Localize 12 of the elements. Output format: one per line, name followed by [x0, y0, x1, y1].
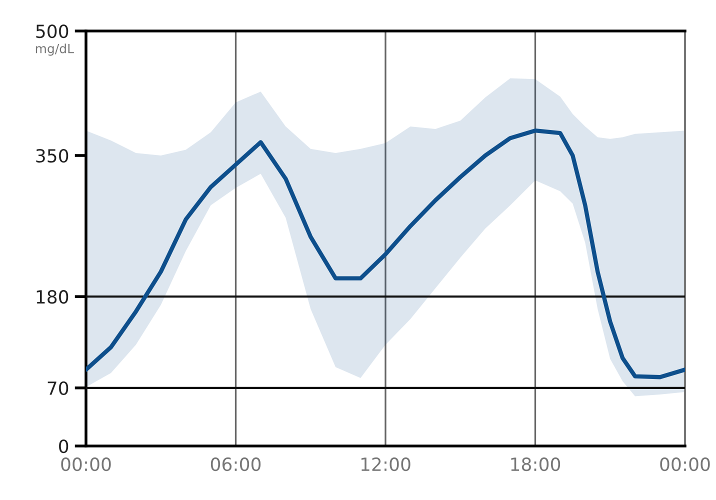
y-tick-label: 350 — [36, 148, 68, 163]
y-tick-label: 180 — [36, 290, 68, 304]
x-tick-label: 06:00 — [210, 457, 261, 472]
line-series — [86, 128, 685, 380]
y-tick-label: 0 — [59, 439, 68, 454]
y-axis-title: mg/dL — [36, 44, 74, 56]
x-tick-label: 12:00 — [361, 457, 410, 472]
y-tick-label: 70 — [48, 381, 68, 396]
x-tick-label: 18:00 — [511, 457, 560, 472]
x-tick-label: 00:00 — [660, 457, 710, 472]
x-tick-label: 00:00 — [61, 457, 111, 472]
y-tick-label: 500 — [36, 24, 68, 38]
